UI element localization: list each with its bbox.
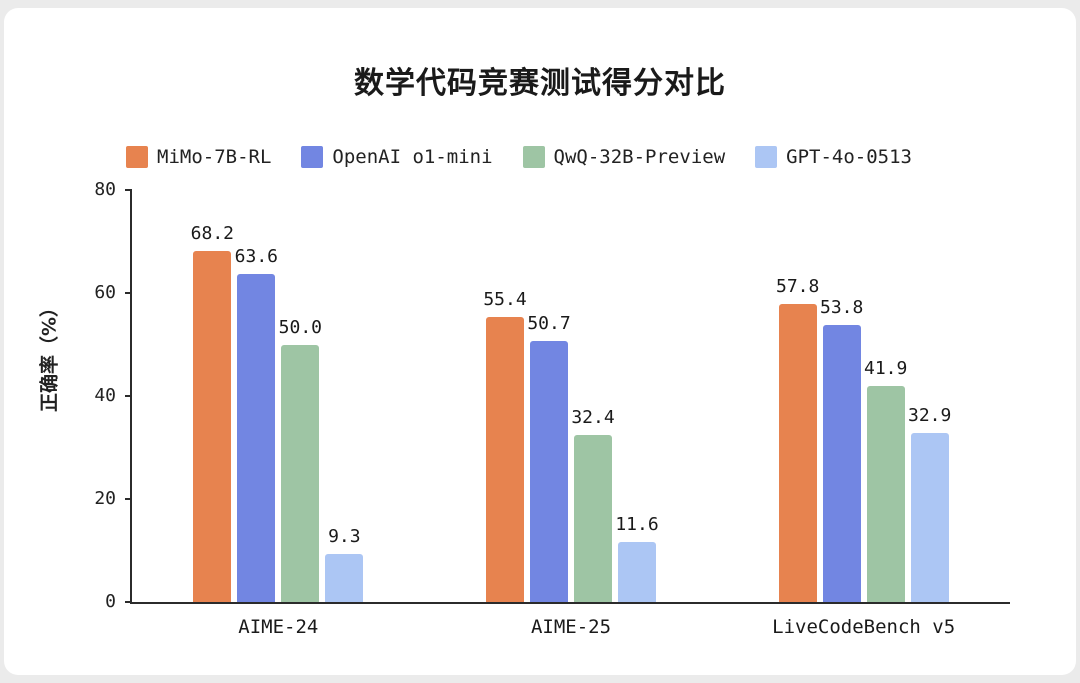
y-tick-mark bbox=[125, 189, 132, 191]
bar-GPT-4o-0513: 9.3 bbox=[325, 526, 364, 602]
y-tick-label: 0 bbox=[105, 591, 116, 612]
bar-GPT-4o-0513: 32.9 bbox=[908, 405, 951, 602]
bar-value-label: 41.9 bbox=[863, 358, 908, 380]
legend-label: GPT-4o-0513 bbox=[786, 146, 912, 168]
bar-QwQ-32B-Preview: 41.9 bbox=[864, 358, 907, 602]
bar-MiMo-7B-RL: 57.8 bbox=[776, 276, 819, 602]
bar-group: 57.8 53.8 41.9 32.9 LiveCodeBench v5 bbox=[717, 190, 1010, 638]
bar-QwQ-32B-Preview: 32.4 bbox=[571, 407, 615, 602]
y-tick-mark bbox=[125, 395, 132, 397]
legend-item: MiMo-7B-RL bbox=[126, 146, 271, 168]
y-tick-label: 60 bbox=[94, 282, 116, 303]
bar-group: 68.2 63.6 50.0 9.3 AIME-24 bbox=[132, 190, 425, 638]
bar-cluster: 55.4 50.7 32.4 11.6 bbox=[483, 190, 659, 602]
bar-OpenAI o1-mini: 63.6 bbox=[235, 246, 278, 602]
y-tick-label: 80 bbox=[94, 179, 116, 200]
x-axis-label: AIME-25 bbox=[530, 616, 612, 638]
bar-cluster: 68.2 63.6 50.0 9.3 bbox=[191, 190, 364, 602]
legend-label: QwQ-32B-Preview bbox=[553, 146, 726, 168]
chart-title: 数学代码竞赛测试得分对比 bbox=[354, 66, 726, 101]
chart-card: 数学代码竞赛测试得分对比 MiMo-7B-RL OpenAI o1-mini QwQ… bbox=[4, 8, 1076, 675]
legend-swatch bbox=[126, 146, 148, 168]
legend-label: OpenAI o1-mini bbox=[332, 146, 493, 168]
bar-value-label: 53.8 bbox=[819, 296, 864, 318]
legend-swatch bbox=[755, 146, 778, 168]
bar-value-label: 68.2 bbox=[190, 222, 235, 244]
y-axis-title: 正确率（%） bbox=[38, 297, 61, 413]
bar-value-label: 11.6 bbox=[615, 514, 659, 536]
x-axis-label: AIME-24 bbox=[238, 616, 319, 638]
bar-QwQ-32B-Preview: 50.0 bbox=[279, 317, 322, 602]
bar-value-label: 32.9 bbox=[907, 404, 952, 426]
legend-swatch bbox=[522, 146, 545, 168]
bar-value-label: 50.7 bbox=[527, 312, 571, 334]
bar-value-label: 57.8 bbox=[775, 276, 820, 298]
y-tick-label: 40 bbox=[94, 385, 116, 406]
y-tick-mark bbox=[125, 601, 132, 603]
legend-item: QwQ-32B-Preview bbox=[522, 146, 726, 168]
bar-OpenAI o1-mini: 53.8 bbox=[820, 297, 863, 602]
y-tick-mark bbox=[125, 498, 132, 500]
y-tick-mark bbox=[125, 292, 132, 294]
bar-value-label: 9.3 bbox=[328, 526, 361, 548]
plot-area: 0 20 40 60 80 68.2 63.6 50.0 9.3 AIME-24 55.4 50.7… bbox=[94, 181, 1010, 638]
bar-value-label: 32.4 bbox=[571, 407, 615, 429]
legend-label: MiMo-7B-RL bbox=[157, 146, 272, 168]
legend: MiMo-7B-RL OpenAI o1-mini QwQ-32B-Preview G… bbox=[126, 146, 912, 168]
x-axis-label: LiveCodeBench v5 bbox=[772, 616, 956, 638]
legend-swatch bbox=[301, 146, 324, 168]
y-tick-label: 20 bbox=[94, 488, 116, 509]
bar-value-label: 63.6 bbox=[234, 246, 279, 268]
bar-MiMo-7B-RL: 55.4 bbox=[483, 289, 527, 602]
bar-cluster: 57.8 53.8 41.9 32.9 bbox=[776, 190, 951, 602]
bar-GPT-4o-0513: 11.6 bbox=[615, 514, 659, 602]
bar-groups: 68.2 63.6 50.0 9.3 AIME-24 55.4 50.7 32.4 11.6 AI… bbox=[132, 190, 1010, 638]
bar-MiMo-7B-RL: 68.2 bbox=[191, 223, 234, 602]
legend-item: GPT-4o-0513 bbox=[755, 146, 912, 168]
bar-group: 55.4 50.7 32.4 11.6 AIME-25 bbox=[425, 190, 718, 638]
legend-item: OpenAI o1-mini bbox=[301, 146, 493, 168]
bar-OpenAI o1-mini: 50.7 bbox=[527, 313, 571, 602]
bar-value-label: 55.4 bbox=[483, 288, 527, 310]
bar-value-label: 50.0 bbox=[278, 316, 323, 338]
